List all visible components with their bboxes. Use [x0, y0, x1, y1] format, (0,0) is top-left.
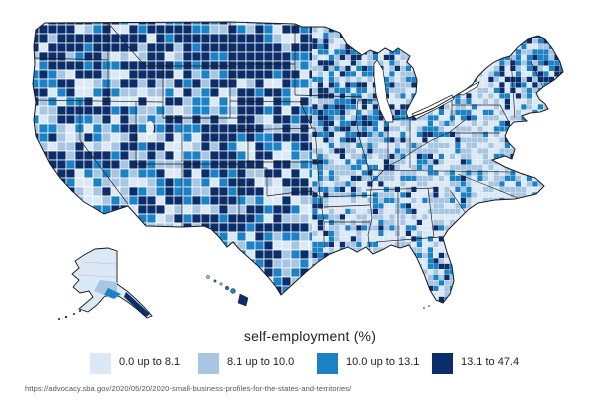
- state-border-line: [427, 187, 435, 239]
- lake-ontario: [457, 81, 480, 96]
- state-border-line: [449, 189, 466, 213]
- state-border-line: [371, 119, 466, 183]
- legend-label: 10.0 up to 13.1: [346, 356, 420, 368]
- legend-swatch: [432, 353, 453, 374]
- lake-michigan: [373, 59, 394, 123]
- state-border-line: [33, 99, 164, 103]
- hawaii-inset: [206, 275, 249, 307]
- state-border-line: [530, 61, 544, 88]
- state-border-line: [452, 104, 510, 123]
- legend-swatch: [90, 353, 111, 374]
- source-url[interactable]: https://advocacy.sba.gov/2020/05/20/2020…: [25, 384, 352, 393]
- legend-label: 13.1 to 47.4: [461, 356, 520, 368]
- state-border-line: [510, 57, 516, 119]
- state-border-line: [229, 127, 316, 131]
- state-border-line: [299, 100, 313, 129]
- state-borders: [33, 22, 544, 251]
- legend-swatch: [317, 353, 338, 374]
- state-border-line: [294, 94, 363, 98]
- state-border-line: [33, 57, 109, 61]
- legend-title: self-employment (%): [243, 328, 377, 344]
- great-salt-lake: [146, 121, 154, 135]
- state-border-line: [365, 187, 436, 191]
- legend-swatch: [198, 353, 219, 374]
- state-border-line: [457, 173, 519, 199]
- state-border-line: [355, 99, 373, 251]
- state-border-line: [107, 22, 146, 67]
- state-border-line: [314, 127, 321, 198]
- state-border-line: [266, 190, 321, 198]
- state-border-line: [323, 204, 371, 208]
- state-border-line: [319, 194, 377, 198]
- legend-label: 8.1 up to 10.0: [227, 356, 295, 368]
- state-border-line: [369, 169, 516, 173]
- state-border-line: [375, 236, 441, 243]
- alaska-inset: [58, 247, 153, 320]
- florida-keys: [423, 305, 430, 309]
- state-border-line: [79, 100, 129, 205]
- legend-label: 0.0 up to 8.1: [119, 356, 181, 368]
- state-border-line: [229, 100, 307, 103]
